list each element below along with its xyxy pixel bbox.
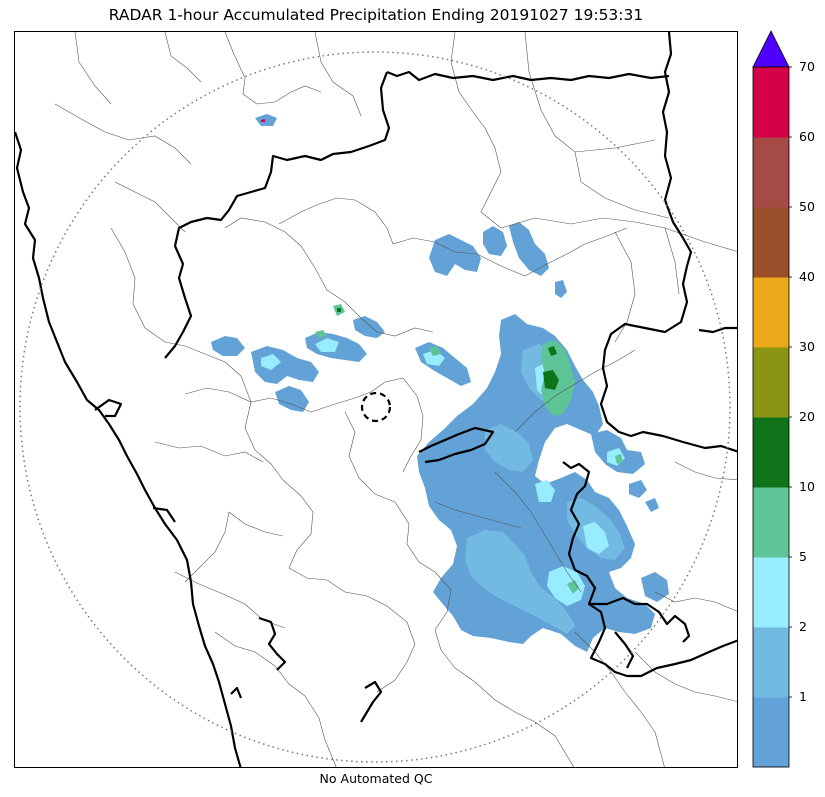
echo-main-level2-c [535,480,555,502]
colorbar-tick-label: 30 [799,339,815,354]
echo-main-level2-a [547,566,585,606]
echo-main-level1-b [485,424,533,472]
colorbar-segment [753,697,789,768]
echo-west-band-a [251,346,319,384]
coastline [15,131,383,767]
state-boundaries [164,32,737,678]
echo-east-cell-b [629,480,647,498]
echo-west-band-f [353,316,385,338]
echo-west-green-c [429,346,441,356]
colorbar-tick-label: 50 [799,199,815,214]
colorbar [752,30,792,768]
echo-west-band-g [255,114,277,126]
echo-west-red [261,119,265,122]
colorbar-segment [753,417,789,488]
colorbar-segment [753,347,789,418]
radar-map-canvas [15,32,737,767]
echo-north-cell-e [499,328,515,344]
colorbar-tick-label: 10 [799,479,815,494]
echo-west-band-c [211,336,245,356]
echo-west-green-d [315,330,327,338]
map-title: RADAR 1-hour Accumulated Precipitation E… [108,6,644,24]
echo-north-cell-b [483,226,507,256]
district-boundaries [54,32,737,767]
colorbar-tick-label: 5 [799,549,807,564]
echo-west-band-e [415,342,471,386]
colorbar-segment [753,67,789,138]
precipitation-echoes [211,114,669,652]
colorbar-tick-label: 60 [799,129,815,144]
colorbar-tick-label: 2 [799,619,807,634]
colorbar-tick-label: 20 [799,409,815,424]
echo-core-level10 [543,370,559,390]
radar-range-ring [19,51,731,763]
echo-se-level5 [567,580,579,594]
echo-east-cell-d [645,498,659,512]
radar-site-marker [360,391,392,423]
echo-east-cell-c [641,572,669,602]
colorbar-tick-label: 1 [799,689,807,704]
colorbar-segment [753,207,789,278]
colorbar-segment [753,627,789,698]
echo-west-cyan-a [315,338,339,352]
echo-west-band-d [275,386,309,412]
colorbar-segment [753,137,789,208]
colorbar-extend-arrow [752,30,790,68]
radar-map[interactable] [14,31,738,768]
colorbar-tick-label: 40 [799,269,815,284]
qc-note: No Automated QC [319,771,433,786]
colorbar-tick-label: 70 [799,59,815,74]
colorbar-segment [753,277,789,348]
echo-north-cell-a [429,234,481,276]
echo-north-cell-d [555,280,567,298]
echo-core-level5 [541,340,575,416]
echo-main-level1-a [465,530,575,634]
colorbar-segment [753,487,789,558]
colorbar-segment [753,557,789,628]
echo-east-cell-a-green [615,454,623,464]
echo-core-level10-b [548,346,557,356]
echo-west-cyan-b [261,354,281,370]
echo-west-green-b [337,308,341,312]
echo-north-cell-c [509,222,549,276]
echo-main-level2-b [583,522,609,554]
